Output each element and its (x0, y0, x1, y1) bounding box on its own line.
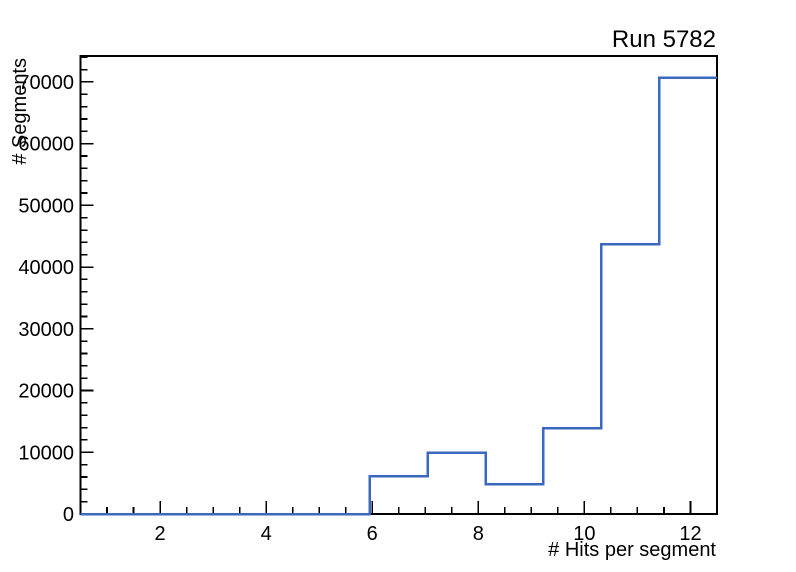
y-tick-label: 30000 (18, 319, 74, 341)
x-tick-label: 6 (367, 523, 378, 545)
y-tick-label: 60000 (18, 134, 74, 156)
x-axis-title: # Hits per segment (548, 539, 716, 561)
y-tick-label: 50000 (18, 195, 74, 217)
axis-tick-labels: 2 4 6 8 10 12 0 10000 20000 30000 40000 50000 60000 7… (18, 72, 701, 545)
axis-ticks (80, 56, 692, 515)
y-tick-label: 40000 (18, 257, 74, 279)
x-tick-label: 4 (261, 523, 272, 545)
y-tick-label: 20000 (18, 381, 74, 403)
histogram-series (80, 76, 717, 516)
y-axis-title: # Segments (9, 58, 31, 165)
x-tick-label: 8 (473, 523, 484, 545)
y-tick-label: 0 (63, 504, 74, 526)
plot-title: Run 5782 (612, 26, 716, 53)
plot-frame (79, 55, 718, 515)
x-tick-label: 10 (573, 523, 595, 545)
histogram-line (80, 76, 717, 516)
y-tick-label: 70000 (18, 72, 74, 94)
x-tick-label: 12 (679, 523, 701, 545)
y-tick-label: 10000 (18, 442, 74, 464)
x-tick-label: 2 (155, 523, 166, 545)
